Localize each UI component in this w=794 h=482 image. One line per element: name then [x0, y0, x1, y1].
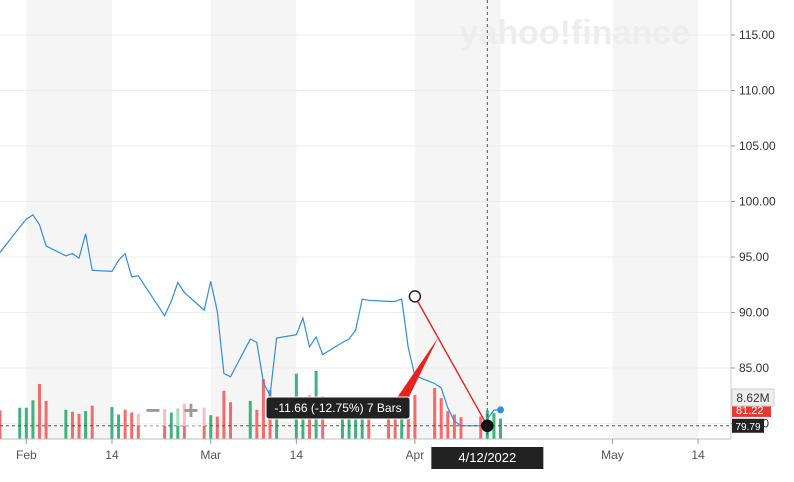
volume-bar	[38, 383, 42, 439]
x-tick-label: May	[601, 448, 624, 462]
y-tick-label: 95.00	[739, 250, 769, 264]
volume-bar	[18, 407, 22, 439]
volume-bar	[413, 394, 417, 439]
volume-bar	[90, 405, 94, 439]
measure-end-handle[interactable]	[481, 419, 494, 433]
volume-bar	[255, 409, 259, 439]
volume-bar	[84, 411, 88, 439]
measure-label: -11.66 (-12.75%) 7 Bars	[274, 401, 401, 415]
volume-bar	[248, 400, 252, 439]
yahoo-finance-watermark: yahoo!finance	[460, 14, 690, 52]
background-band	[414, 0, 501, 439]
volume-bar	[367, 416, 371, 439]
volume-tag-label: 8.62M	[736, 391, 769, 405]
x-tick-label: 14	[691, 448, 705, 462]
volume-bar	[393, 415, 397, 439]
measure-pointer	[392, 337, 439, 411]
volume-bar	[354, 419, 358, 439]
volume-bar	[340, 409, 344, 439]
zoom-in-button[interactable]: +	[174, 394, 208, 426]
measure-line	[414, 296, 488, 427]
volume-bar	[64, 409, 68, 439]
volume-bar	[136, 413, 140, 439]
volume-bar	[499, 418, 503, 439]
crosshair-date-tag	[431, 447, 544, 469]
zoom-out-button[interactable]: −	[136, 394, 170, 426]
volume-bar	[452, 414, 456, 439]
background-band	[612, 0, 699, 439]
volume-bar	[347, 415, 351, 439]
y-tick-label: 90.00	[739, 305, 769, 319]
volume-bar	[275, 413, 279, 439]
volume-bar	[24, 407, 28, 439]
volume-bar	[387, 413, 391, 439]
volume-bar	[400, 411, 404, 439]
volume-bar	[44, 400, 48, 439]
x-tick-label: Feb	[16, 448, 37, 462]
volume-bar	[433, 388, 437, 439]
volume-bar	[222, 390, 226, 439]
volume-bar	[209, 415, 213, 439]
crosshair-date-label: 4/12/2022	[458, 450, 516, 465]
volume-tag	[731, 388, 775, 407]
x-tick-label: 14	[105, 448, 119, 462]
background-band	[210, 0, 297, 439]
y-tick-label: 110.00	[739, 83, 775, 97]
background-band	[26, 0, 112, 439]
volume-bar	[360, 415, 364, 439]
volume-bar	[479, 416, 483, 439]
x-tick-label: Mar	[200, 448, 221, 462]
volume-bar	[406, 401, 410, 439]
volume-bar	[228, 402, 232, 439]
volume-bar	[77, 413, 81, 439]
volume-bar	[261, 379, 265, 439]
volume-bar	[31, 400, 35, 439]
volume-bar	[0, 410, 2, 439]
volume-bar	[439, 398, 443, 439]
volume-bar	[169, 412, 173, 439]
measure-label-box	[265, 396, 411, 420]
volume-bar	[301, 406, 305, 439]
volume-bar	[123, 409, 127, 439]
x-tick-label: 14	[290, 448, 304, 462]
y-tick-label: 105.00	[739, 139, 776, 153]
last-price-label: 81.22	[736, 405, 764, 417]
crosshair-value-tag	[732, 418, 764, 433]
measure-start-handle[interactable]	[408, 290, 422, 303]
volume-bar	[117, 414, 121, 439]
y-tick-label: 85.00	[739, 361, 769, 375]
y-tick-label: 115.00	[739, 28, 775, 42]
x-tick-label: Apr	[406, 448, 425, 462]
volume-bar	[459, 417, 463, 439]
volume-bar	[215, 416, 219, 439]
last-price-dot	[497, 406, 505, 414]
volume-bar	[446, 411, 450, 439]
crosshair-value-label: 79.79	[735, 422, 760, 433]
y-tick-label: 100.00	[739, 194, 776, 208]
volume-bar	[110, 407, 114, 439]
volume-bar	[130, 412, 134, 439]
